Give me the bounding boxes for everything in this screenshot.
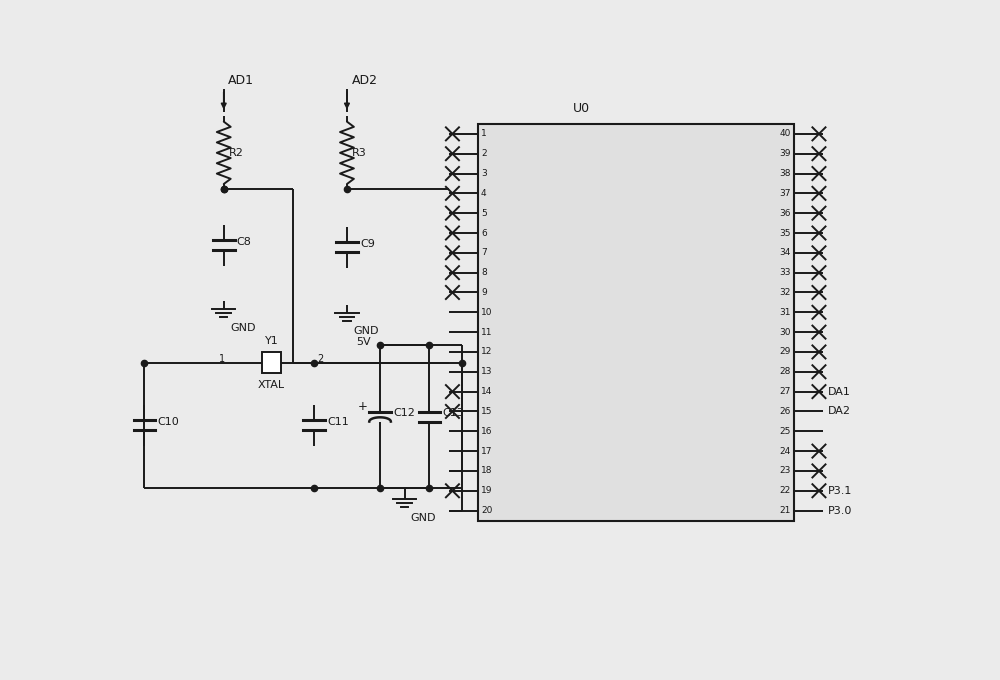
Text: 28: 28 bbox=[779, 367, 790, 376]
Text: 8: 8 bbox=[481, 268, 487, 277]
Text: 5V: 5V bbox=[356, 337, 371, 347]
Text: 18: 18 bbox=[481, 466, 492, 475]
Text: 3: 3 bbox=[481, 169, 487, 178]
Bar bbox=[478, 124, 794, 520]
Text: 20: 20 bbox=[481, 506, 492, 515]
Text: 17: 17 bbox=[481, 447, 492, 456]
Text: R3: R3 bbox=[352, 148, 367, 158]
Text: 1: 1 bbox=[481, 129, 487, 138]
Text: 2: 2 bbox=[481, 149, 487, 158]
Text: 35: 35 bbox=[779, 228, 790, 237]
Text: DA2: DA2 bbox=[828, 407, 851, 416]
Text: 23: 23 bbox=[779, 466, 790, 475]
Text: +: + bbox=[358, 401, 368, 413]
Text: 31: 31 bbox=[779, 308, 790, 317]
Text: 2: 2 bbox=[318, 354, 324, 364]
Text: 10: 10 bbox=[481, 308, 492, 317]
Text: 39: 39 bbox=[779, 149, 790, 158]
Text: 13: 13 bbox=[481, 367, 492, 376]
Text: 6: 6 bbox=[481, 228, 487, 237]
Bar bbox=[262, 352, 281, 373]
Text: 34: 34 bbox=[779, 248, 790, 257]
Text: GND: GND bbox=[230, 322, 255, 333]
Text: 14: 14 bbox=[481, 387, 492, 396]
Text: 21: 21 bbox=[779, 506, 790, 515]
Text: AD2: AD2 bbox=[352, 74, 378, 87]
Text: 25: 25 bbox=[779, 427, 790, 436]
Text: 7: 7 bbox=[481, 248, 487, 257]
Text: 33: 33 bbox=[779, 268, 790, 277]
Text: P3.0: P3.0 bbox=[828, 506, 853, 515]
Text: GND: GND bbox=[411, 513, 436, 523]
Text: 24: 24 bbox=[779, 447, 790, 456]
Text: 37: 37 bbox=[779, 189, 790, 198]
Text: 11: 11 bbox=[481, 328, 492, 337]
Text: 16: 16 bbox=[481, 427, 492, 436]
Text: R2: R2 bbox=[229, 148, 244, 158]
Text: C11: C11 bbox=[327, 418, 349, 427]
Text: C13: C13 bbox=[442, 409, 464, 418]
Text: Y1: Y1 bbox=[265, 337, 278, 347]
Text: XTAL: XTAL bbox=[258, 379, 285, 390]
Text: C8: C8 bbox=[237, 237, 252, 247]
Text: C12: C12 bbox=[393, 409, 415, 418]
Text: 22: 22 bbox=[779, 486, 790, 495]
Text: 19: 19 bbox=[481, 486, 492, 495]
Text: 1: 1 bbox=[219, 354, 225, 364]
Text: U0: U0 bbox=[573, 102, 590, 115]
Text: 30: 30 bbox=[779, 328, 790, 337]
Text: 9: 9 bbox=[481, 288, 487, 297]
Text: C9: C9 bbox=[360, 239, 375, 249]
Text: 4: 4 bbox=[481, 189, 487, 198]
Text: 27: 27 bbox=[779, 387, 790, 396]
Text: C10: C10 bbox=[158, 418, 179, 427]
Text: 5: 5 bbox=[481, 209, 487, 218]
Text: 40: 40 bbox=[779, 129, 790, 138]
Text: P3.1: P3.1 bbox=[828, 486, 853, 496]
Text: 36: 36 bbox=[779, 209, 790, 218]
Text: DA1: DA1 bbox=[828, 387, 851, 396]
Text: 32: 32 bbox=[779, 288, 790, 297]
Text: AD1: AD1 bbox=[228, 74, 254, 87]
Text: 26: 26 bbox=[779, 407, 790, 416]
Text: GND: GND bbox=[353, 326, 379, 337]
Text: 29: 29 bbox=[779, 347, 790, 356]
Text: 12: 12 bbox=[481, 347, 492, 356]
Text: 38: 38 bbox=[779, 169, 790, 178]
Text: 15: 15 bbox=[481, 407, 492, 416]
